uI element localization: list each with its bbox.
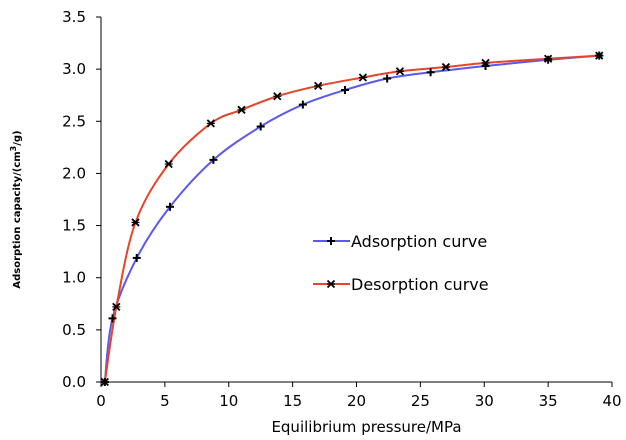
x-marker bbox=[164, 159, 173, 169]
y-axis-title: Adsorption capacity/(cm3/g) bbox=[9, 130, 24, 288]
plus-marker bbox=[132, 253, 141, 262]
plus-marker bbox=[327, 237, 335, 245]
x-marker bbox=[100, 377, 109, 387]
x-axis-title: Equilibrium pressure/MPa bbox=[271, 418, 461, 436]
plus-marker bbox=[341, 86, 350, 94]
tick-labels: 0.0 0.5 1.0 1.5 2.0 2.5 3.0 3.5 0 5 10 15 20 25 30 35 40 bbox=[62, 8, 621, 410]
x-marker bbox=[206, 119, 216, 128]
x-tick-label: 35 bbox=[539, 392, 558, 410]
x-marker bbox=[237, 105, 246, 114]
y-axis-title-main: Adsorption capacity/(cm bbox=[12, 151, 23, 288]
legend-label: Adsorption curve bbox=[351, 232, 487, 251]
x-marker bbox=[543, 54, 553, 63]
x-marker bbox=[314, 81, 323, 90]
y-tick-label: 3.5 bbox=[62, 8, 86, 26]
x-tick-label: 5 bbox=[160, 392, 170, 410]
x-tick-label: 15 bbox=[283, 392, 302, 410]
y-tick-label: 1.5 bbox=[62, 217, 86, 235]
x-marker bbox=[326, 279, 336, 289]
x-marker bbox=[273, 92, 282, 101]
plus-marker bbox=[108, 314, 117, 323]
legend: Adsorption curve Desorption curve bbox=[313, 232, 489, 294]
y-tick-label: 0.0 bbox=[62, 373, 86, 391]
plus-marker bbox=[298, 100, 307, 109]
x-tick-label: 20 bbox=[347, 392, 366, 410]
plus-marker bbox=[209, 155, 218, 164]
series-layer bbox=[100, 51, 604, 387]
x-marker bbox=[441, 62, 451, 72]
adsorption-curve-line bbox=[103, 54, 600, 383]
plus-marker bbox=[165, 202, 174, 211]
x-marker bbox=[131, 218, 140, 227]
x-marker bbox=[481, 58, 490, 68]
x-tick-label: 30 bbox=[475, 392, 494, 410]
x-marker bbox=[595, 51, 604, 60]
y-tick-label: 2.0 bbox=[62, 164, 86, 182]
y-tick-label: 3.0 bbox=[62, 60, 86, 78]
y-axis-title-superscript: 3 bbox=[9, 146, 18, 152]
x-tick-label: 40 bbox=[602, 392, 621, 410]
y-tick-label: 2.5 bbox=[62, 112, 86, 130]
plus-marker bbox=[383, 74, 392, 83]
legend-item: Desorption curve bbox=[313, 275, 489, 294]
x-marker bbox=[358, 73, 368, 82]
plus-marker bbox=[256, 122, 265, 131]
adsorption-markers bbox=[100, 51, 604, 386]
x-tick-label: 25 bbox=[411, 392, 430, 410]
x-tick-label: 0 bbox=[96, 392, 106, 410]
axes bbox=[100, 17, 612, 383]
legend-label: Desorption curve bbox=[351, 275, 489, 294]
x-tick-label: 10 bbox=[219, 392, 238, 410]
legend-item: Adsorption curve bbox=[313, 232, 487, 251]
y-tick-label: 1.0 bbox=[62, 269, 86, 287]
y-axis-title-end: /g) bbox=[12, 130, 23, 145]
plus-marker bbox=[426, 68, 435, 77]
desorption-curve-line bbox=[103, 54, 600, 383]
x-marker bbox=[395, 67, 405, 76]
x-marker bbox=[112, 302, 121, 312]
y-tick-label: 0.5 bbox=[62, 321, 86, 339]
desorption-markers bbox=[100, 51, 604, 387]
